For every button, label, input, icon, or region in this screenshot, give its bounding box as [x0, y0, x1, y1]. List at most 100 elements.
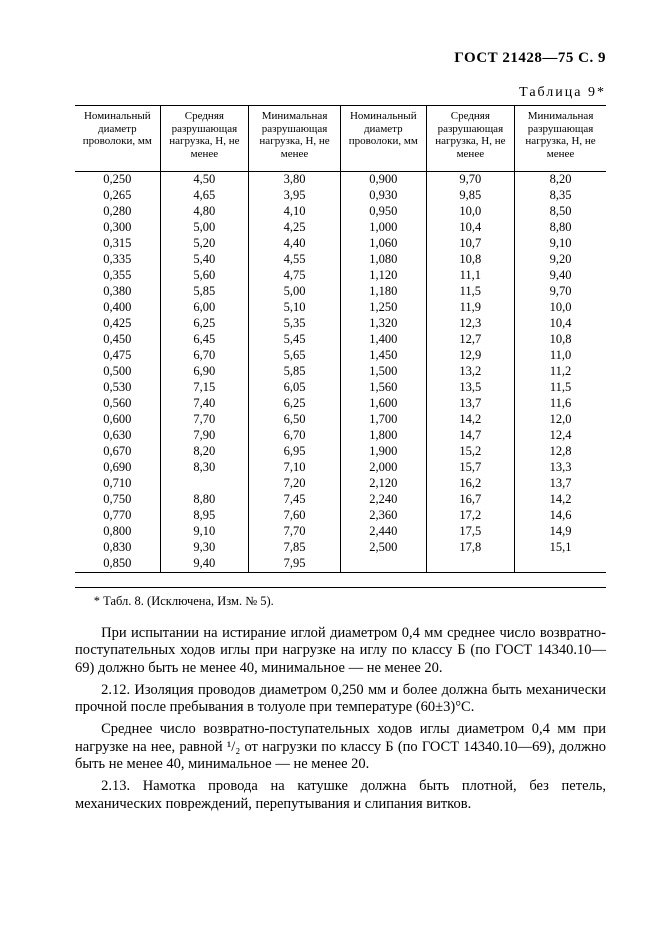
table-cell: 6,50 [249, 412, 341, 428]
table-cell: 1,700 [340, 412, 426, 428]
table-cell: 7,45 [249, 492, 341, 508]
table-cell: 12,0 [515, 412, 606, 428]
table-cell: 5,60 [160, 268, 249, 284]
table-cell: 0,930 [340, 188, 426, 204]
col-header: Минимальная разрушающая нагрузка, Н, не … [515, 106, 606, 172]
header-row: Номинальный диаметр проволоки, мм Средня… [75, 106, 606, 172]
table-cell: 10,4 [426, 220, 515, 236]
table-cell: 12,9 [426, 348, 515, 364]
table-cell: 0,280 [75, 204, 160, 220]
table-row: 0,6007,706,501,70014,212,0 [75, 412, 606, 428]
table-cell: 0,670 [75, 444, 160, 460]
table-cell: 9,70 [426, 171, 515, 188]
table-cell: 4,10 [249, 204, 341, 220]
table-cell: 11,2 [515, 364, 606, 380]
table-cell: 7,70 [160, 412, 249, 428]
table-cell: 2,440 [340, 524, 426, 540]
table-cell: 9,30 [160, 540, 249, 556]
table-cell: 5,20 [160, 236, 249, 252]
table-body: 0,2504,503,800,9009,708,200,2654,653,950… [75, 171, 606, 572]
table-cell: 6,45 [160, 332, 249, 348]
table-cell: 7,95 [249, 556, 341, 573]
table-cell: 10,0 [515, 300, 606, 316]
table-cell: 15,7 [426, 460, 515, 476]
table-cell: 16,2 [426, 476, 515, 492]
table-cell: 5,65 [249, 348, 341, 364]
table-row: 0,3355,404,551,08010,89,20 [75, 252, 606, 268]
table-cell: 0,300 [75, 220, 160, 236]
table-cell: 0,355 [75, 268, 160, 284]
table-cell: 1,060 [340, 236, 426, 252]
table-cell: 0,690 [75, 460, 160, 476]
table-cell: 0,425 [75, 316, 160, 332]
table-cell: 1,320 [340, 316, 426, 332]
table-cell: 0,335 [75, 252, 160, 268]
table-cell: 5,00 [160, 220, 249, 236]
col-header: Средняя разрушающая нагрузка, Н, не мене… [160, 106, 249, 172]
col-header: Номинальный диаметр проволоки, мм [340, 106, 426, 172]
table-cell: 1,400 [340, 332, 426, 348]
table-cell: 1,120 [340, 268, 426, 284]
table-cell: 0,710 [75, 476, 160, 492]
table-row: 0,3155,204,401,06010,79,10 [75, 236, 606, 252]
table-cell: 1,500 [340, 364, 426, 380]
table-cell: 7,20 [249, 476, 341, 492]
table-cell: 0,560 [75, 396, 160, 412]
col-header: Минимальная разрушающая нагрузка, Н, не … [249, 106, 341, 172]
table-cell: 14,7 [426, 428, 515, 444]
table-cell: 14,9 [515, 524, 606, 540]
table-row: 0,6708,206,951,90015,212,8 [75, 444, 606, 460]
table-row: 0,5607,406,251,60013,711,6 [75, 396, 606, 412]
table-cell: 9,70 [515, 284, 606, 300]
table-cell: 5,10 [249, 300, 341, 316]
table-row: 0,8309,307,852,50017,815,1 [75, 540, 606, 556]
table-cell: 9,20 [515, 252, 606, 268]
table-cell: 3,95 [249, 188, 341, 204]
table-cell: 8,95 [160, 508, 249, 524]
table-cell: 8,50 [515, 204, 606, 220]
table-cell: 0,315 [75, 236, 160, 252]
table-cell: 6,05 [249, 380, 341, 396]
table-cell: 6,70 [160, 348, 249, 364]
table-cell: 0,450 [75, 332, 160, 348]
col-header: Номинальный диаметр проволоки, мм [75, 106, 160, 172]
table-cell: 4,80 [160, 204, 249, 220]
table-row: 0,4006,005,101,25011,910,0 [75, 300, 606, 316]
table-cell: 10,8 [426, 252, 515, 268]
table-row: 0,7508,807,452,24016,714,2 [75, 492, 606, 508]
data-table: Номинальный диаметр проволоки, мм Средня… [75, 105, 606, 573]
table-row: 0,6307,906,701,80014,712,4 [75, 428, 606, 444]
table-row: 0,2654,653,950,9309,858,35 [75, 188, 606, 204]
table-cell: 7,85 [249, 540, 341, 556]
table-row: 0,7708,957,602,36017,214,6 [75, 508, 606, 524]
table-cell: 15,2 [426, 444, 515, 460]
table-cell: 15,1 [515, 540, 606, 556]
table-cell: 1,560 [340, 380, 426, 396]
table-head: Номинальный диаметр проволоки, мм Средня… [75, 106, 606, 172]
table-cell: 2,120 [340, 476, 426, 492]
table-cell: 5,45 [249, 332, 341, 348]
table-row: 0,5006,905,851,50013,211,2 [75, 364, 606, 380]
table-cell: 0,500 [75, 364, 160, 380]
table-cell: 11,0 [515, 348, 606, 364]
table-cell: 8,80 [160, 492, 249, 508]
table-cell: 14,2 [426, 412, 515, 428]
body-text: При испытании на истирание иглой диаметр… [75, 625, 606, 814]
table-cell: 6,95 [249, 444, 341, 460]
table-cell: 5,00 [249, 284, 341, 300]
table-cell: 5,40 [160, 252, 249, 268]
paragraph: При испытании на истирание иглой диаметр… [75, 625, 606, 678]
table-cell: 7,15 [160, 380, 249, 396]
table-cell: 0,750 [75, 492, 160, 508]
table-cell: 9,10 [160, 524, 249, 540]
table-footnote: * Табл. 8. (Исключена, Изм. № 5). [75, 594, 606, 609]
table-cell: 9,85 [426, 188, 515, 204]
table-cell: 4,75 [249, 268, 341, 284]
table-cell: 2,500 [340, 540, 426, 556]
table-cell: 6,90 [160, 364, 249, 380]
table-cell: 0,600 [75, 412, 160, 428]
table-row: 0,3005,004,251,00010,48,80 [75, 220, 606, 236]
table-cell: 12,3 [426, 316, 515, 332]
table-cell: 11,9 [426, 300, 515, 316]
table-row: 0,3805,855,001,18011,59,70 [75, 284, 606, 300]
